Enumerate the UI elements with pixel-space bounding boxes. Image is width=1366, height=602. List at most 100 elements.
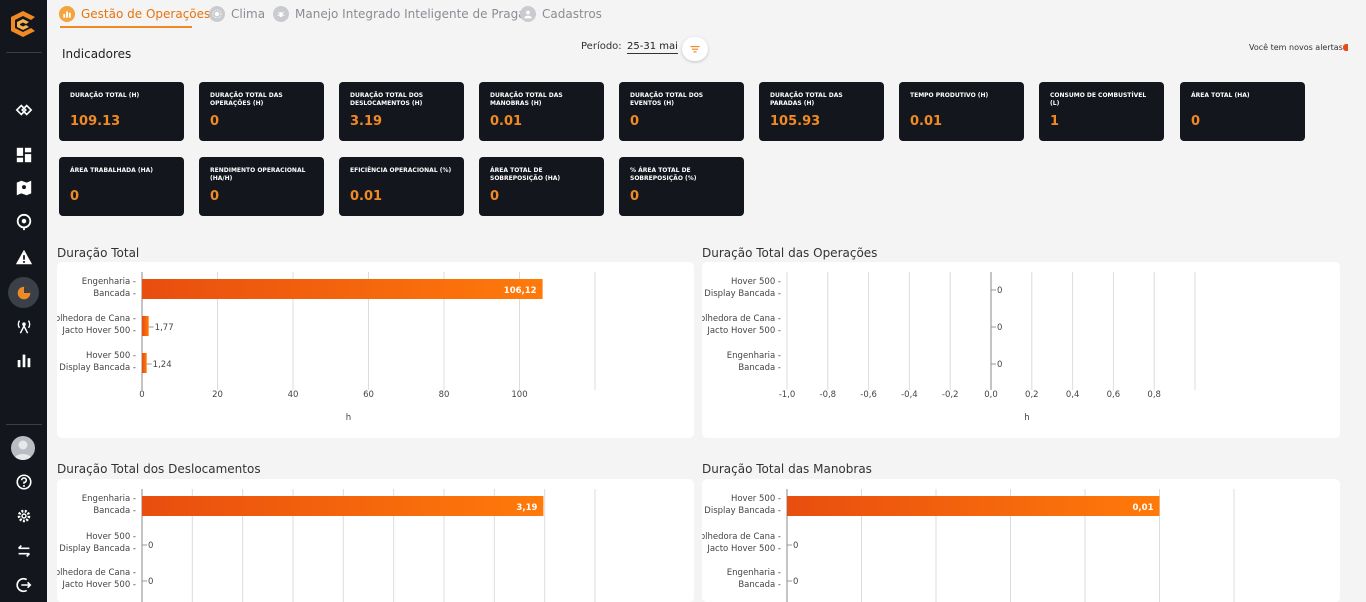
collapse-menu-icon[interactable]: [12, 98, 36, 122]
category-label: Bancada -: [738, 363, 781, 373]
pie-chart-icon[interactable]: [8, 277, 39, 308]
category-label: Display Bancada -: [704, 506, 781, 516]
tick-label: 80: [439, 390, 450, 400]
chart-duracao-total: 0 20 40 60 80 100 h Engenharia - Bancada - 106,12…: [57, 262, 694, 438]
bar: [142, 316, 149, 336]
data-label: 0: [793, 541, 798, 551]
category-label: Bancada -: [93, 506, 136, 516]
logout-icon[interactable]: [12, 573, 36, 597]
kpi-label: Tempo Produtivo (h): [910, 92, 989, 99]
swap-icon[interactable]: [12, 539, 36, 563]
active-tab-indicator: [60, 26, 192, 28]
category-label: Display Bancada -: [704, 289, 781, 299]
data-label: 0: [793, 577, 798, 587]
axis-label: h: [346, 413, 351, 423]
kpi-label: Duração Total dos Deslocamentos (h): [350, 92, 424, 107]
category-label: Colhedora de Cana -: [702, 314, 781, 324]
category-label: Jacto Hover 500 -: [61, 580, 136, 590]
tab-gestao-operacoes[interactable]: Gestão de Operações: [59, 3, 210, 25]
filter-button[interactable]: [682, 37, 708, 61]
kpi-value: 0: [490, 189, 500, 204]
kpi-value: 0.01: [490, 114, 523, 129]
tab-label: Manejo Integrado Inteligente de Pragas: [295, 7, 532, 21]
category-label: Engenharia -: [727, 568, 781, 578]
data-label: 0,01: [1133, 503, 1154, 513]
chart-svg: -1,0 -0,8 -0,6 -0,4 -0,2 0,0 0,2 0,4 0,6 0,8 h Hove…: [702, 272, 1196, 423]
kpi-value: 1: [1050, 114, 1060, 129]
tick-label: 0,2: [1025, 390, 1039, 400]
kpi-value: 3.19: [350, 114, 383, 129]
tick-label: -0,6: [860, 390, 877, 400]
category-label: Hover 500 -: [731, 494, 781, 504]
chart-title: Duração Total das Operações: [702, 246, 878, 260]
data-label: 0: [148, 541, 153, 551]
chart-svg: 0 20 40 60 80 100 h Engenharia - Bancada - 106,12…: [57, 272, 596, 423]
tick-label: 40: [288, 390, 299, 400]
operations-icon: [59, 6, 75, 22]
kpi-card-area-trabalhada: Área Trabalhada (ha) 0: [59, 157, 184, 216]
avatar[interactable]: [11, 436, 35, 460]
kpi-card-area-sobreposicao: Área Total de Sobreposição (ha) 0: [479, 157, 604, 216]
bar: [142, 496, 544, 516]
dashboard-icon[interactable]: [12, 143, 36, 167]
kpi-card-tempo-produtivo: Tempo Produtivo (h) 0.01: [899, 82, 1024, 141]
data-label: 0: [997, 286, 1002, 296]
antenna-icon[interactable]: [12, 314, 36, 338]
tab-label: Gestão de Operações: [81, 7, 211, 21]
tick-label: -0,8: [820, 390, 837, 400]
data-label: 0: [148, 577, 153, 587]
kpi-card-duracao-manobras: Duração Total das Manobras (h) 0.01: [479, 82, 604, 141]
tab-manejo-pragas[interactable]: Manejo Integrado Inteligente de Pragas: [273, 3, 532, 25]
chart-duracao-manobras: Hover 500 - Display Bancada - 0,01 Colhedor…: [702, 479, 1340, 602]
chart-svg: Hover 500 - Display Bancada - 0,01 Colhedor…: [702, 489, 1235, 602]
user-icon: [520, 6, 536, 22]
bar: [787, 496, 1160, 516]
kpi-value: 0.01: [910, 114, 943, 129]
chart-svg: Engenharia - Bancada - 3,19 Hover 500 - Disp…: [57, 489, 596, 602]
tab-label: Clima: [231, 7, 266, 21]
tick-label: 0,0: [984, 390, 998, 400]
period-selector[interactable]: 25-31 mai: [627, 41, 678, 54]
kpi-label: Duração Total das Manobras (h): [490, 92, 563, 107]
kpi-value: 0: [70, 189, 80, 204]
kpi-card-area-total: Área Total (ha) 0: [1180, 82, 1305, 141]
kpi-label: Duração Total (h): [70, 92, 140, 99]
chart-title: Duração Total das Manobras: [702, 462, 872, 476]
tab-cadastros[interactable]: Cadastros: [520, 3, 602, 25]
alert-icon[interactable]: [12, 245, 36, 269]
pest-icon: [273, 6, 289, 22]
settings-gear-icon[interactable]: [12, 504, 36, 528]
kpi-value: 0: [630, 114, 640, 129]
map-icon[interactable]: [12, 176, 36, 200]
kpi-card-rendimento-operacional: Rendimento Operacional (ha/h) 0: [199, 157, 324, 216]
kpi-label: Duração Total dos Eventos (h): [630, 92, 704, 107]
chart-title: Duração Total dos Deslocamentos: [57, 462, 261, 476]
category-label: Engenharia -: [727, 351, 781, 361]
tick-label: -1,0: [779, 390, 796, 400]
kpi-card-pct-area-sobreposicao: % Área Total de Sobreposição (%) 0: [619, 157, 744, 216]
data-label: 0: [997, 323, 1002, 333]
brand-logo-icon[interactable]: [7, 8, 39, 40]
tick-label: -0,4: [901, 390, 918, 400]
tick-label: 20: [212, 390, 223, 400]
kpi-card-eficiencia-operacional: Eficiência Operacional (%) 0.01: [339, 157, 464, 216]
category-label: Engenharia -: [82, 494, 136, 504]
axis-label: h: [1024, 413, 1029, 423]
help-icon[interactable]: [12, 470, 36, 494]
kpi-label: Duração Total das Operações (h): [210, 92, 283, 107]
data-label: 1,24: [153, 360, 172, 370]
location-icon[interactable]: [12, 210, 36, 234]
category-label: Colhedora de Cana -: [702, 532, 781, 542]
category-label: Engenharia -: [82, 277, 136, 287]
alerts-notice[interactable]: Você tem novos alertas: [1249, 43, 1343, 52]
tab-clima[interactable]: Clima: [209, 3, 265, 25]
category-label: Display Bancada -: [59, 544, 136, 554]
kpi-label: Área Total de Sobreposição (ha): [490, 167, 561, 182]
category-label: Jacto Hover 500 -: [706, 326, 781, 336]
tick-label: -0,2: [942, 390, 959, 400]
top-tabs: Gestão de Operações Clima Manejo Integra…: [47, 0, 1366, 28]
tick-label: 100: [511, 390, 527, 400]
bar-chart-icon[interactable]: [12, 348, 36, 372]
kpi-value: 0: [210, 114, 220, 129]
data-label: 3,19: [516, 503, 537, 513]
